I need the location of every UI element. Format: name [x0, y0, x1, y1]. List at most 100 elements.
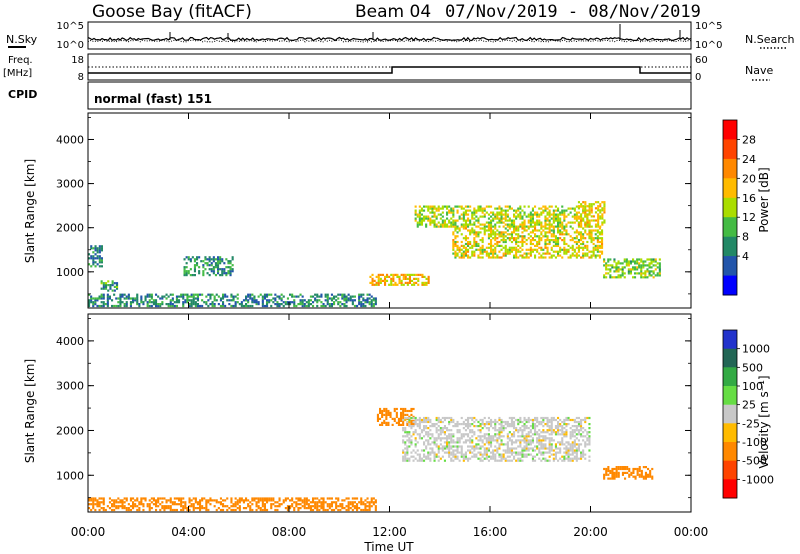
power-echo-cell — [127, 293, 130, 296]
velocity-echo-cell — [508, 451, 511, 454]
power-echo-cell — [594, 223, 597, 226]
velocity-echo-cell — [527, 433, 530, 436]
velocity-echo-cell — [328, 507, 331, 510]
power-echo-cell — [559, 254, 562, 257]
velocity-echo-cell — [104, 508, 107, 512]
power-echo-cell — [607, 264, 610, 267]
power-echo-cell — [517, 233, 520, 236]
power-echo-cell — [388, 275, 391, 278]
power-echo-cell — [420, 221, 423, 224]
power-echo-cell — [182, 304, 185, 308]
velocity-echo-cell — [580, 433, 583, 436]
velocity-echo-cell — [117, 497, 120, 500]
velocity-echo-cell — [161, 507, 164, 510]
velocity-echo-cell — [157, 499, 160, 502]
velocity-echo-cell — [165, 507, 168, 510]
power-echo-cell — [513, 239, 516, 242]
power-echo-cell — [337, 297, 340, 300]
velocity-echo-cell — [487, 447, 490, 450]
power-echo-cell — [561, 209, 564, 212]
power-echo-cell — [408, 275, 411, 278]
power-echo-cell — [413, 283, 416, 286]
velocity-echo-cell — [477, 439, 480, 442]
power-echo-cell — [629, 262, 632, 265]
power-echo-cell — [548, 242, 551, 246]
velocity-echo-cell — [443, 425, 446, 428]
velocity-echo-cell — [180, 505, 183, 508]
velocity-echo-cell — [439, 443, 442, 446]
power-echo-cell — [502, 213, 505, 216]
velocity-echo-cell — [527, 420, 530, 424]
velocity-echo-cell — [577, 447, 580, 450]
velocity-echo-cell — [479, 439, 482, 442]
velocity-echo-cell — [487, 455, 490, 458]
power-echo-cell — [510, 233, 513, 236]
velocity-echo-cell — [201, 499, 204, 502]
velocity-echo-cell — [356, 507, 359, 510]
velocity-echo-cell — [475, 445, 478, 448]
power-echo-cell — [441, 225, 444, 228]
power-echo-cell — [638, 262, 641, 265]
velocity-echo-cell — [588, 416, 591, 420]
velocity-echo-cell — [523, 429, 526, 432]
power-echo-cell — [349, 297, 352, 300]
velocity-echo-cell — [140, 503, 143, 506]
power-echo-cell — [490, 252, 493, 255]
velocity-echo-cell — [314, 501, 317, 504]
power-echo-cell — [464, 211, 467, 214]
velocity-echo-cell — [412, 449, 415, 452]
power-echo-cell — [155, 304, 158, 308]
velocity-echo-cell — [515, 429, 518, 432]
power-echo-cell — [479, 250, 482, 253]
power-echo-cell — [414, 213, 417, 216]
velocity-echo-cell — [615, 467, 618, 471]
velocity-echo-cell — [247, 505, 250, 508]
velocity-echo-cell — [427, 431, 430, 434]
velocity-echo-cell — [529, 435, 532, 438]
velocity-echo-cell — [615, 469, 618, 473]
power-echo-cell — [544, 244, 547, 247]
power-echo-cell — [312, 304, 315, 308]
power-echo-cell — [462, 244, 465, 247]
power-echo-cell — [446, 211, 449, 214]
power-echo-cell — [577, 201, 580, 204]
power-echo-cell — [450, 211, 453, 214]
velocity-echo-cell — [490, 437, 493, 440]
power-echo-cell — [229, 270, 232, 273]
power-echo-cell — [596, 250, 599, 253]
velocity-echo-cell — [236, 499, 239, 502]
velocity-echo-cell — [575, 449, 578, 452]
power-echo-cell — [411, 283, 414, 286]
velocity-echo-cell — [393, 419, 396, 422]
power-echo-cell — [658, 264, 661, 267]
power-echo-cell — [217, 258, 220, 261]
velocity-echo-cell — [481, 441, 484, 444]
power-echo-cell — [102, 303, 105, 306]
velocity-echo-cell — [356, 497, 359, 500]
colorbar-tick-label: 16 — [742, 192, 756, 205]
power-echo-cell — [490, 229, 493, 232]
velocity-echo-cell — [498, 445, 501, 448]
power-echo-cell — [502, 237, 505, 240]
colorbar-swatch — [723, 404, 737, 424]
velocity-echo-cell — [320, 507, 323, 510]
velocity-echo-cell — [567, 416, 570, 420]
power-echo-cell — [396, 275, 399, 278]
power-echo-cell — [173, 301, 176, 304]
velocity-echo-cell — [546, 423, 549, 426]
velocity-echo-cell — [209, 497, 212, 500]
power-echo-cell — [155, 301, 158, 304]
velocity-echo-cell — [588, 423, 591, 426]
velocity-echo-cell — [163, 497, 166, 500]
power-echo-cell — [205, 301, 208, 304]
velocity-echo-cell — [575, 433, 578, 436]
velocity-echo-cell — [613, 471, 616, 474]
velocity-echo-cell — [416, 441, 419, 444]
power-echo-cell — [552, 221, 555, 224]
velocity-echo-cell — [416, 425, 419, 428]
velocity-echo-cell — [330, 497, 333, 500]
power-echo-cell — [540, 227, 543, 230]
power-echo-cell — [613, 276, 616, 279]
velocity-echo-cell — [450, 420, 453, 424]
velocity-echo-cell — [446, 429, 449, 432]
